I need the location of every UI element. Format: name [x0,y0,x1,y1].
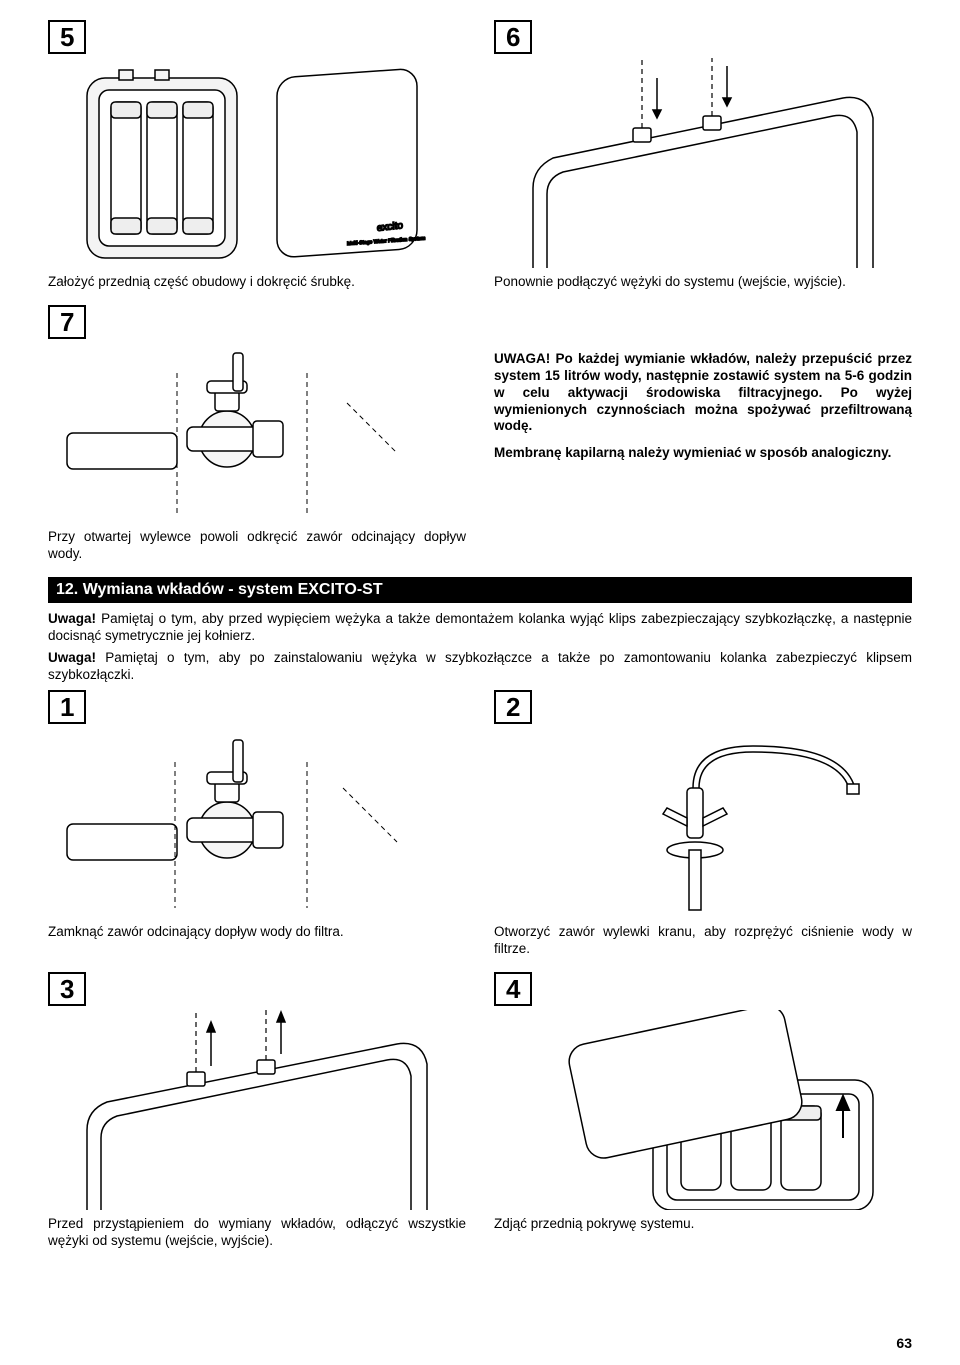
warning-text: UWAGA! Po każdej wymianie wkładów, należ… [494,351,912,435]
note-1-label: Uwaga! [48,611,96,626]
warning-title: UWAGA! [494,351,550,366]
illustration-step3 [48,1010,466,1210]
caption-step6: Ponownie podłączyć wężyki do systemu (we… [494,274,912,291]
caption-step4: Zdjąć przednią pokrywę systemu. [494,1216,912,1233]
note-2-label: Uwaga! [48,650,96,665]
caption-step2: Otworzyć zawór wylewki kranu, aby rozprę… [494,924,912,958]
illustration-step7 [48,343,466,523]
caption-step3: Przed przystąpieniem do wymiany wkładów,… [48,1216,466,1250]
step-number: 7 [48,305,86,339]
caption-step7: Przy otwartej wylewce powoli odkręcić za… [48,529,466,563]
step-number: 1 [48,690,86,724]
note-2-text: Pamiętaj o tym, aby po zainstalowaniu wę… [48,650,912,682]
step-number: 6 [494,20,532,54]
note-2: Uwaga! Pamiętaj o tym, aby po zainstalow… [48,650,912,684]
page-number: 63 [896,1335,912,1351]
step-number: 4 [494,972,532,1006]
illustration-step2 [494,728,912,918]
illustration-step4 [494,1010,912,1210]
note-1: Uwaga! Pamiętaj o tym, aby przed wypięci… [48,611,912,645]
section-heading: 12. Wymiana wkładów - system EXCITO-ST [48,577,912,603]
step-number: 5 [48,20,86,54]
caption-step5: Założyć przednią część obudowy i dokręci… [48,274,466,291]
warning-line2: Membranę kapilarną należy wymieniać w sp… [494,445,912,462]
note-1-text: Pamiętaj o tym, aby przed wypięciem węży… [48,611,912,643]
illustration-step1 [48,728,466,918]
step-number: 3 [48,972,86,1006]
illustration-step5: excito Multi-Stage Water Filtration Syst… [48,58,466,268]
caption-step1: Zamknąć zawór odcinający dopływ wody do … [48,924,466,941]
step-number: 2 [494,690,532,724]
illustration-step6 [494,58,912,268]
warning-line1: Po każdej wymianie wkładów, należy przep… [494,351,912,434]
